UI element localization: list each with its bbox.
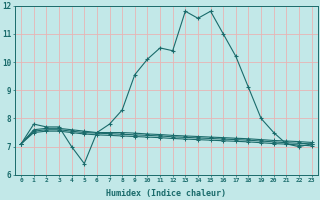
X-axis label: Humidex (Indice chaleur): Humidex (Indice chaleur) (106, 189, 226, 198)
